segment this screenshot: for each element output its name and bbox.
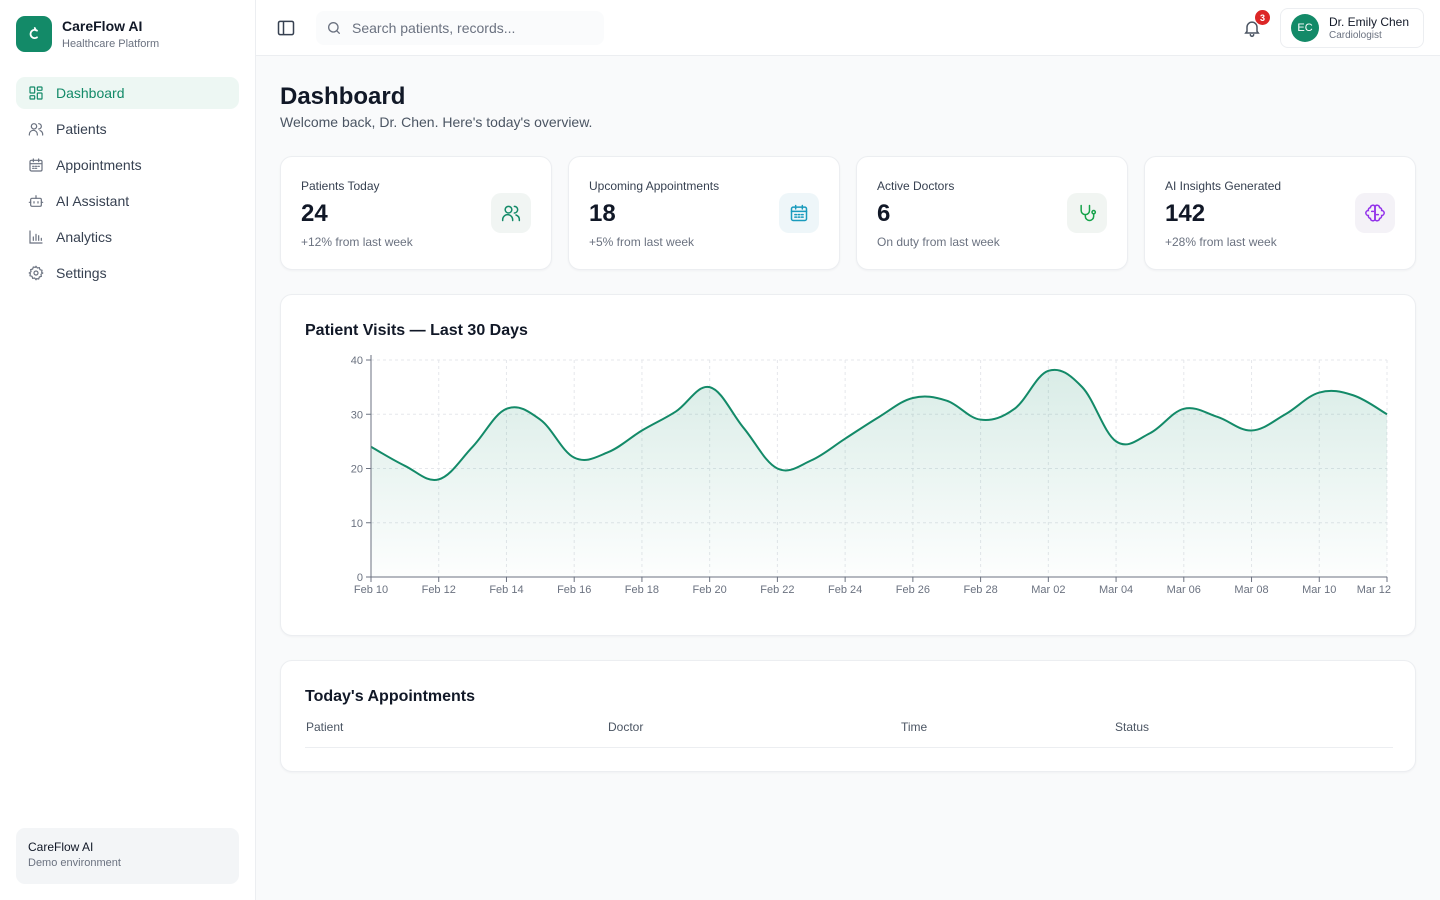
sidebar-item-dashboard[interactable]: Dashboard <box>16 77 239 109</box>
appointments-title: Today's Appointments <box>305 688 476 705</box>
bell-icon[interactable] <box>1242 18 1262 38</box>
sidebar-item-ai-assistant[interactable]: AI Assistant <box>16 185 239 217</box>
table-header-divider <box>305 747 1393 748</box>
search-icon <box>328 22 340 34</box>
sidebar-item-settings[interactable]: Settings <box>16 257 239 289</box>
todays-appointments-card: Today's Appointments Patient Doctor Time… <box>280 660 1416 772</box>
stat-card-ai-insights: AI Insights Generated 142 +28% from last… <box>1144 156 1416 270</box>
stat-label: Patients Today <box>301 179 380 193</box>
sidebar-item-label: Patients <box>56 121 107 137</box>
stat-value: 24 <box>301 200 328 227</box>
sidebar-footer-title: CareFlow AI <box>28 840 94 854</box>
stat-change: +28% from last week <box>1165 235 1277 249</box>
x-tick-label: Mar 08 <box>1234 584 1268 596</box>
y-tick-label: 0 <box>357 572 363 584</box>
stat-card-active-doctors: Active Doctors 6 On duty from last week <box>856 156 1128 270</box>
page-title: Dashboard <box>280 83 406 110</box>
sidebar-item-label: Dashboard <box>56 85 125 101</box>
x-tick-label: Feb 20 <box>693 584 727 596</box>
stat-change: +12% from last week <box>301 235 413 249</box>
x-tick-label: Mar 04 <box>1099 584 1133 596</box>
brand-logo-icon <box>16 16 52 52</box>
column-header-doctor: Doctor <box>608 720 644 734</box>
x-tick-label: Feb 12 <box>422 584 456 596</box>
calendar-icon <box>779 193 819 233</box>
bot-icon <box>28 195 44 207</box>
x-tick-label: Feb 10 <box>354 584 388 596</box>
x-tick-label: Feb 24 <box>828 584 862 596</box>
avatar: EC <box>1291 14 1319 42</box>
user-role: Cardiologist <box>1329 30 1382 41</box>
x-tick-label: Feb 18 <box>625 584 659 596</box>
sidebar-footer: CareFlow AI Demo environment <box>16 828 239 884</box>
stat-value: 18 <box>589 200 616 227</box>
stat-label: AI Insights Generated <box>1165 179 1282 193</box>
brand[interactable]: CareFlow AI Healthcare Platform <box>16 16 159 52</box>
stethoscope-icon <box>1067 193 1107 233</box>
sidebar-item-label: AI Assistant <box>56 193 130 209</box>
bar-chart-icon <box>29 230 43 244</box>
page-subtitle: Welcome back, Dr. Chen. Here's today's o… <box>280 114 593 130</box>
area-fill <box>371 369 1387 577</box>
x-tick-label: Feb 14 <box>489 584 523 596</box>
dashboard-icon <box>29 86 43 100</box>
sidebar: CareFlow AI Healthcare Platform Dashboar… <box>0 0 256 900</box>
y-tick-label: 10 <box>351 518 363 530</box>
y-tick-label: 40 <box>351 355 363 367</box>
stat-label: Upcoming Appointments <box>589 179 720 193</box>
x-tick-label: Mar 12 <box>1357 584 1391 596</box>
x-tick-label: Mar 02 <box>1031 584 1065 596</box>
user-menu-button[interactable]: EC Dr. Emily Chen Cardiologist <box>1280 8 1424 48</box>
stat-value: 6 <box>877 200 891 227</box>
stat-change: On duty from last week <box>877 235 1000 249</box>
sidebar-nav: Dashboard Patients Appointments AI Assis… <box>16 77 239 293</box>
sidebar-item-label: Analytics <box>56 229 113 245</box>
y-tick-label: 20 <box>351 464 363 476</box>
sidebar-footer-subtitle: Demo environment <box>28 857 121 869</box>
brand-name: CareFlow AI <box>62 17 143 34</box>
sidebar-item-analytics[interactable]: Analytics <box>16 221 239 253</box>
x-tick-label: Mar 06 <box>1167 584 1201 596</box>
x-tick-label: Feb 28 <box>963 584 997 596</box>
notification-badge: 3 <box>1255 10 1270 25</box>
stat-card-patients-today: Patients Today 24 +12% from last week <box>280 156 552 270</box>
y-tick-label: 30 <box>351 409 363 421</box>
users-icon <box>28 123 44 136</box>
stat-label: Active Doctors <box>877 179 955 193</box>
stat-value: 142 <box>1165 200 1206 227</box>
stat-change: +5% from last week <box>589 235 695 249</box>
x-tick-label: Mar 10 <box>1302 584 1336 596</box>
calendar-icon <box>29 158 43 172</box>
search-box <box>316 11 604 45</box>
x-tick-label: Feb 16 <box>557 584 591 596</box>
gear-icon <box>28 265 44 281</box>
brain-icon <box>1355 193 1395 233</box>
chart-title: Patient Visits — Last 30 Days <box>305 322 528 339</box>
users-icon <box>491 193 531 233</box>
sidebar-item-appointments[interactable]: Appointments <box>16 149 239 181</box>
top-header: 3 EC Dr. Emily Chen Cardiologist <box>256 0 1440 56</box>
column-header-status: Status <box>1115 720 1150 734</box>
sidebar-toggle-icon[interactable] <box>276 18 296 38</box>
search-input[interactable] <box>352 20 592 36</box>
sidebar-item-label: Appointments <box>56 157 142 173</box>
column-header-time: Time <box>901 720 928 734</box>
stat-card-upcoming-appointments: Upcoming Appointments 18 +5% from last w… <box>568 156 840 270</box>
x-tick-label: Feb 22 <box>760 584 794 596</box>
patient-visits-chart: 0 10 20 30 40 Feb 10 Feb 12 Feb 14 Feb 16 Feb 18 F… <box>351 355 1391 596</box>
patient-visits-chart-card: Patient Visits — Last 30 Days 0 10 20 30 40 F… <box>280 294 1416 636</box>
series-line <box>370 368 1388 481</box>
brand-subtitle: Healthcare Platform <box>62 37 160 50</box>
sidebar-item-label: Settings <box>56 265 107 281</box>
sidebar-item-patients[interactable]: Patients <box>16 113 239 145</box>
column-header-patient: Patient <box>306 720 344 734</box>
x-tick-label: Feb 26 <box>896 584 930 596</box>
user-name: Dr. Emily Chen <box>1329 15 1410 29</box>
